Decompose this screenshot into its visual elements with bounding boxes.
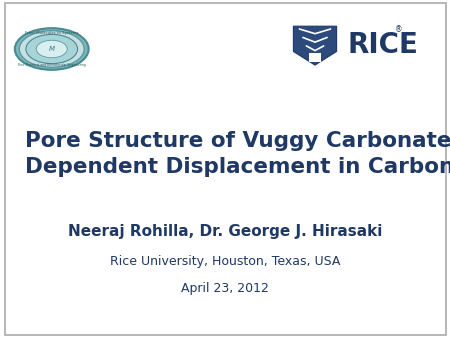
Ellipse shape (26, 34, 77, 64)
Text: Neeraj Rohilla, Dr. George J. Hirasaki: Neeraj Rohilla, Dr. George J. Hirasaki (68, 224, 382, 239)
Text: April 23, 2012: April 23, 2012 (181, 283, 269, 295)
Text: M: M (49, 46, 55, 52)
Text: ®: ® (395, 25, 403, 34)
Text: RICE: RICE (348, 31, 419, 59)
Ellipse shape (19, 31, 84, 67)
Polygon shape (293, 26, 337, 65)
Text: Rice University, Houston, Texas, USA: Rice University, Houston, Texas, USA (110, 256, 340, 268)
Ellipse shape (15, 28, 89, 70)
Text: Pore Structure of Vuggy Carbonates and Rate
Dependent Displacement in Carbonate : Pore Structure of Vuggy Carbonates and R… (25, 131, 450, 176)
FancyBboxPatch shape (309, 53, 321, 62)
Text: Rice Chemical and Biomolecular Engineering: Rice Chemical and Biomolecular Engineeri… (18, 63, 86, 67)
Text: From Molecules to Systems: From Molecules to Systems (25, 31, 79, 35)
Ellipse shape (36, 40, 67, 58)
